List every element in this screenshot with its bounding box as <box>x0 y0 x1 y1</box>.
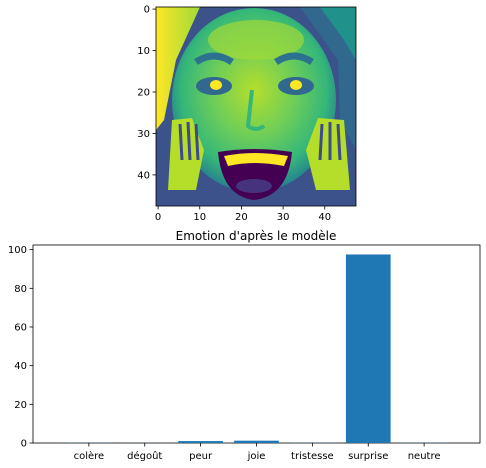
bar-y-tick-label: 0 <box>21 439 27 450</box>
image-y-tick-label: 0 <box>144 5 150 16</box>
image-x-tick-label: 10 <box>193 212 206 223</box>
bar-2 <box>178 441 223 443</box>
bar-y-tick-label: 100 <box>8 245 27 256</box>
bar-x-tick-label: tristesse <box>291 451 334 462</box>
bar-x-tick-label: neutre <box>408 451 441 462</box>
image-x-tick-label: 20 <box>235 212 248 223</box>
bar-chart-frame <box>32 244 481 444</box>
bar-y-tick-label: 40 <box>14 361 27 372</box>
bar-x-tick-label: dégoût <box>127 450 162 462</box>
bar-y-tick-label: 80 <box>14 284 27 295</box>
bar-y-tick-label: 20 <box>14 400 27 411</box>
image-x-tick-label: 40 <box>318 212 331 223</box>
bar-series <box>66 254 447 443</box>
bar-chart-title: Emotion d'après le modèle <box>176 229 337 243</box>
image-y-tick-label: 30 <box>137 129 150 140</box>
image-x-tick-label: 0 <box>155 212 161 223</box>
image-y-tick-label: 40 <box>137 170 150 181</box>
bar-x-tick-label: colère <box>74 450 105 462</box>
bar-chart-panel: Emotion d'après le modèle 0 20 40 60 80 100 co… <box>8 229 481 462</box>
bar-x-tick-label: joie <box>247 451 266 462</box>
image-axes: 0 10 20 30 40 0 10 20 30 40 <box>137 5 331 223</box>
image-panel: 0 10 20 30 40 0 10 20 30 40 <box>137 5 357 223</box>
bar-3 <box>234 440 279 443</box>
image-frame <box>155 6 357 207</box>
bar-y-tick-label: 60 <box>14 322 27 333</box>
bar-x-tick-label: surprise <box>348 451 388 462</box>
image-y-tick-label: 20 <box>137 87 150 98</box>
bar-chart-axes: 0 20 40 60 80 100 colère dégoût peur joie tristess… <box>8 245 441 462</box>
bar-x-tick-label: peur <box>189 451 213 462</box>
bar-5 <box>345 254 391 443</box>
image-y-tick-label: 10 <box>137 46 150 57</box>
face-image <box>156 7 356 206</box>
image-x-tick-label: 30 <box>277 212 290 223</box>
